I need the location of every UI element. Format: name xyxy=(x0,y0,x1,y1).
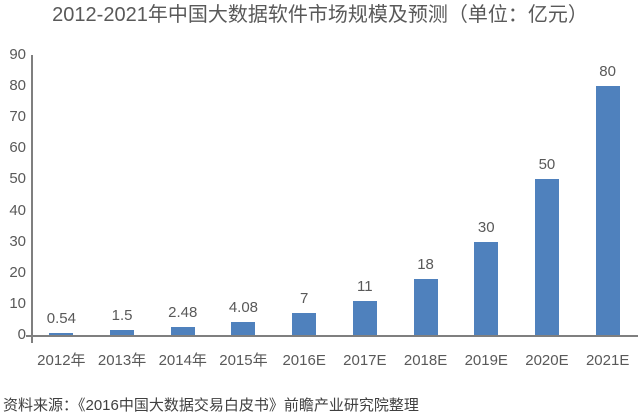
bar-value-label: 0.54 xyxy=(46,310,76,328)
x-tick-label: 2017E xyxy=(343,352,387,369)
y-tick-label: 90 xyxy=(9,46,26,63)
y-tick-label: 20 xyxy=(9,263,26,281)
x-tick-label: 2013年 xyxy=(97,352,147,369)
source-note: 资料来源：《2016中国大数据交易白皮书》前瞻产业研究院整理 xyxy=(3,397,419,414)
bar xyxy=(170,327,195,335)
x-tick-label: 2020E xyxy=(525,352,569,369)
x-tick-label: 2021E xyxy=(585,352,630,369)
bar xyxy=(231,322,256,335)
y-tick-label: 10 xyxy=(9,294,26,312)
bar-value-label: 50 xyxy=(538,156,556,174)
bar xyxy=(534,179,559,335)
bar-value-label: 1.5 xyxy=(111,307,133,325)
bar-value-label: 30 xyxy=(477,218,495,236)
y-tick-label: 0 xyxy=(17,326,26,343)
y-tick-label: 30 xyxy=(9,232,26,250)
x-axis-line xyxy=(26,335,638,337)
bar xyxy=(474,241,499,335)
bar xyxy=(413,279,438,335)
x-tick-label: 2014年 xyxy=(158,352,207,369)
x-axis: 2012年 2013年 2014年 2015年 2016E 2017E 2018E 2019E… xyxy=(31,352,638,372)
plot-area: 0.54 1.5 2.48 4.08 7 11 18 30 50 80 xyxy=(31,55,638,335)
y-axis: 0 10 20 30 40 50 60 70 80 90 xyxy=(0,46,26,343)
bar xyxy=(110,330,135,335)
y-tick-label: 60 xyxy=(9,139,26,157)
x-tick-label: 2012年 xyxy=(37,352,86,369)
bar xyxy=(352,300,377,335)
bar-value-label: 2.48 xyxy=(168,304,198,322)
bar-value-label: 11 xyxy=(357,277,373,295)
bar xyxy=(292,313,317,335)
x-tick-label: 2019E xyxy=(464,352,508,369)
bar xyxy=(595,86,620,335)
x-tick-label: 2018E xyxy=(403,352,448,369)
y-tick-label: 40 xyxy=(9,201,26,219)
bar-value-label: 18 xyxy=(417,256,434,273)
y-axis-line xyxy=(31,55,33,343)
bar-value-label: 80 xyxy=(599,63,616,81)
y-tick-label: 70 xyxy=(9,108,26,126)
bar-value-label: 7 xyxy=(299,290,309,308)
y-tick-label: 50 xyxy=(9,170,26,188)
x-tick-label: 2016E xyxy=(282,352,326,369)
bar-value-label: 4.08 xyxy=(228,299,259,317)
x-tick-label: 2015年 xyxy=(219,352,268,369)
y-tick-label: 80 xyxy=(9,77,26,95)
chart-title: 2012-2021年中国大数据软件市场规模及预测（单位：亿元） xyxy=(52,4,588,26)
bar xyxy=(49,333,74,335)
